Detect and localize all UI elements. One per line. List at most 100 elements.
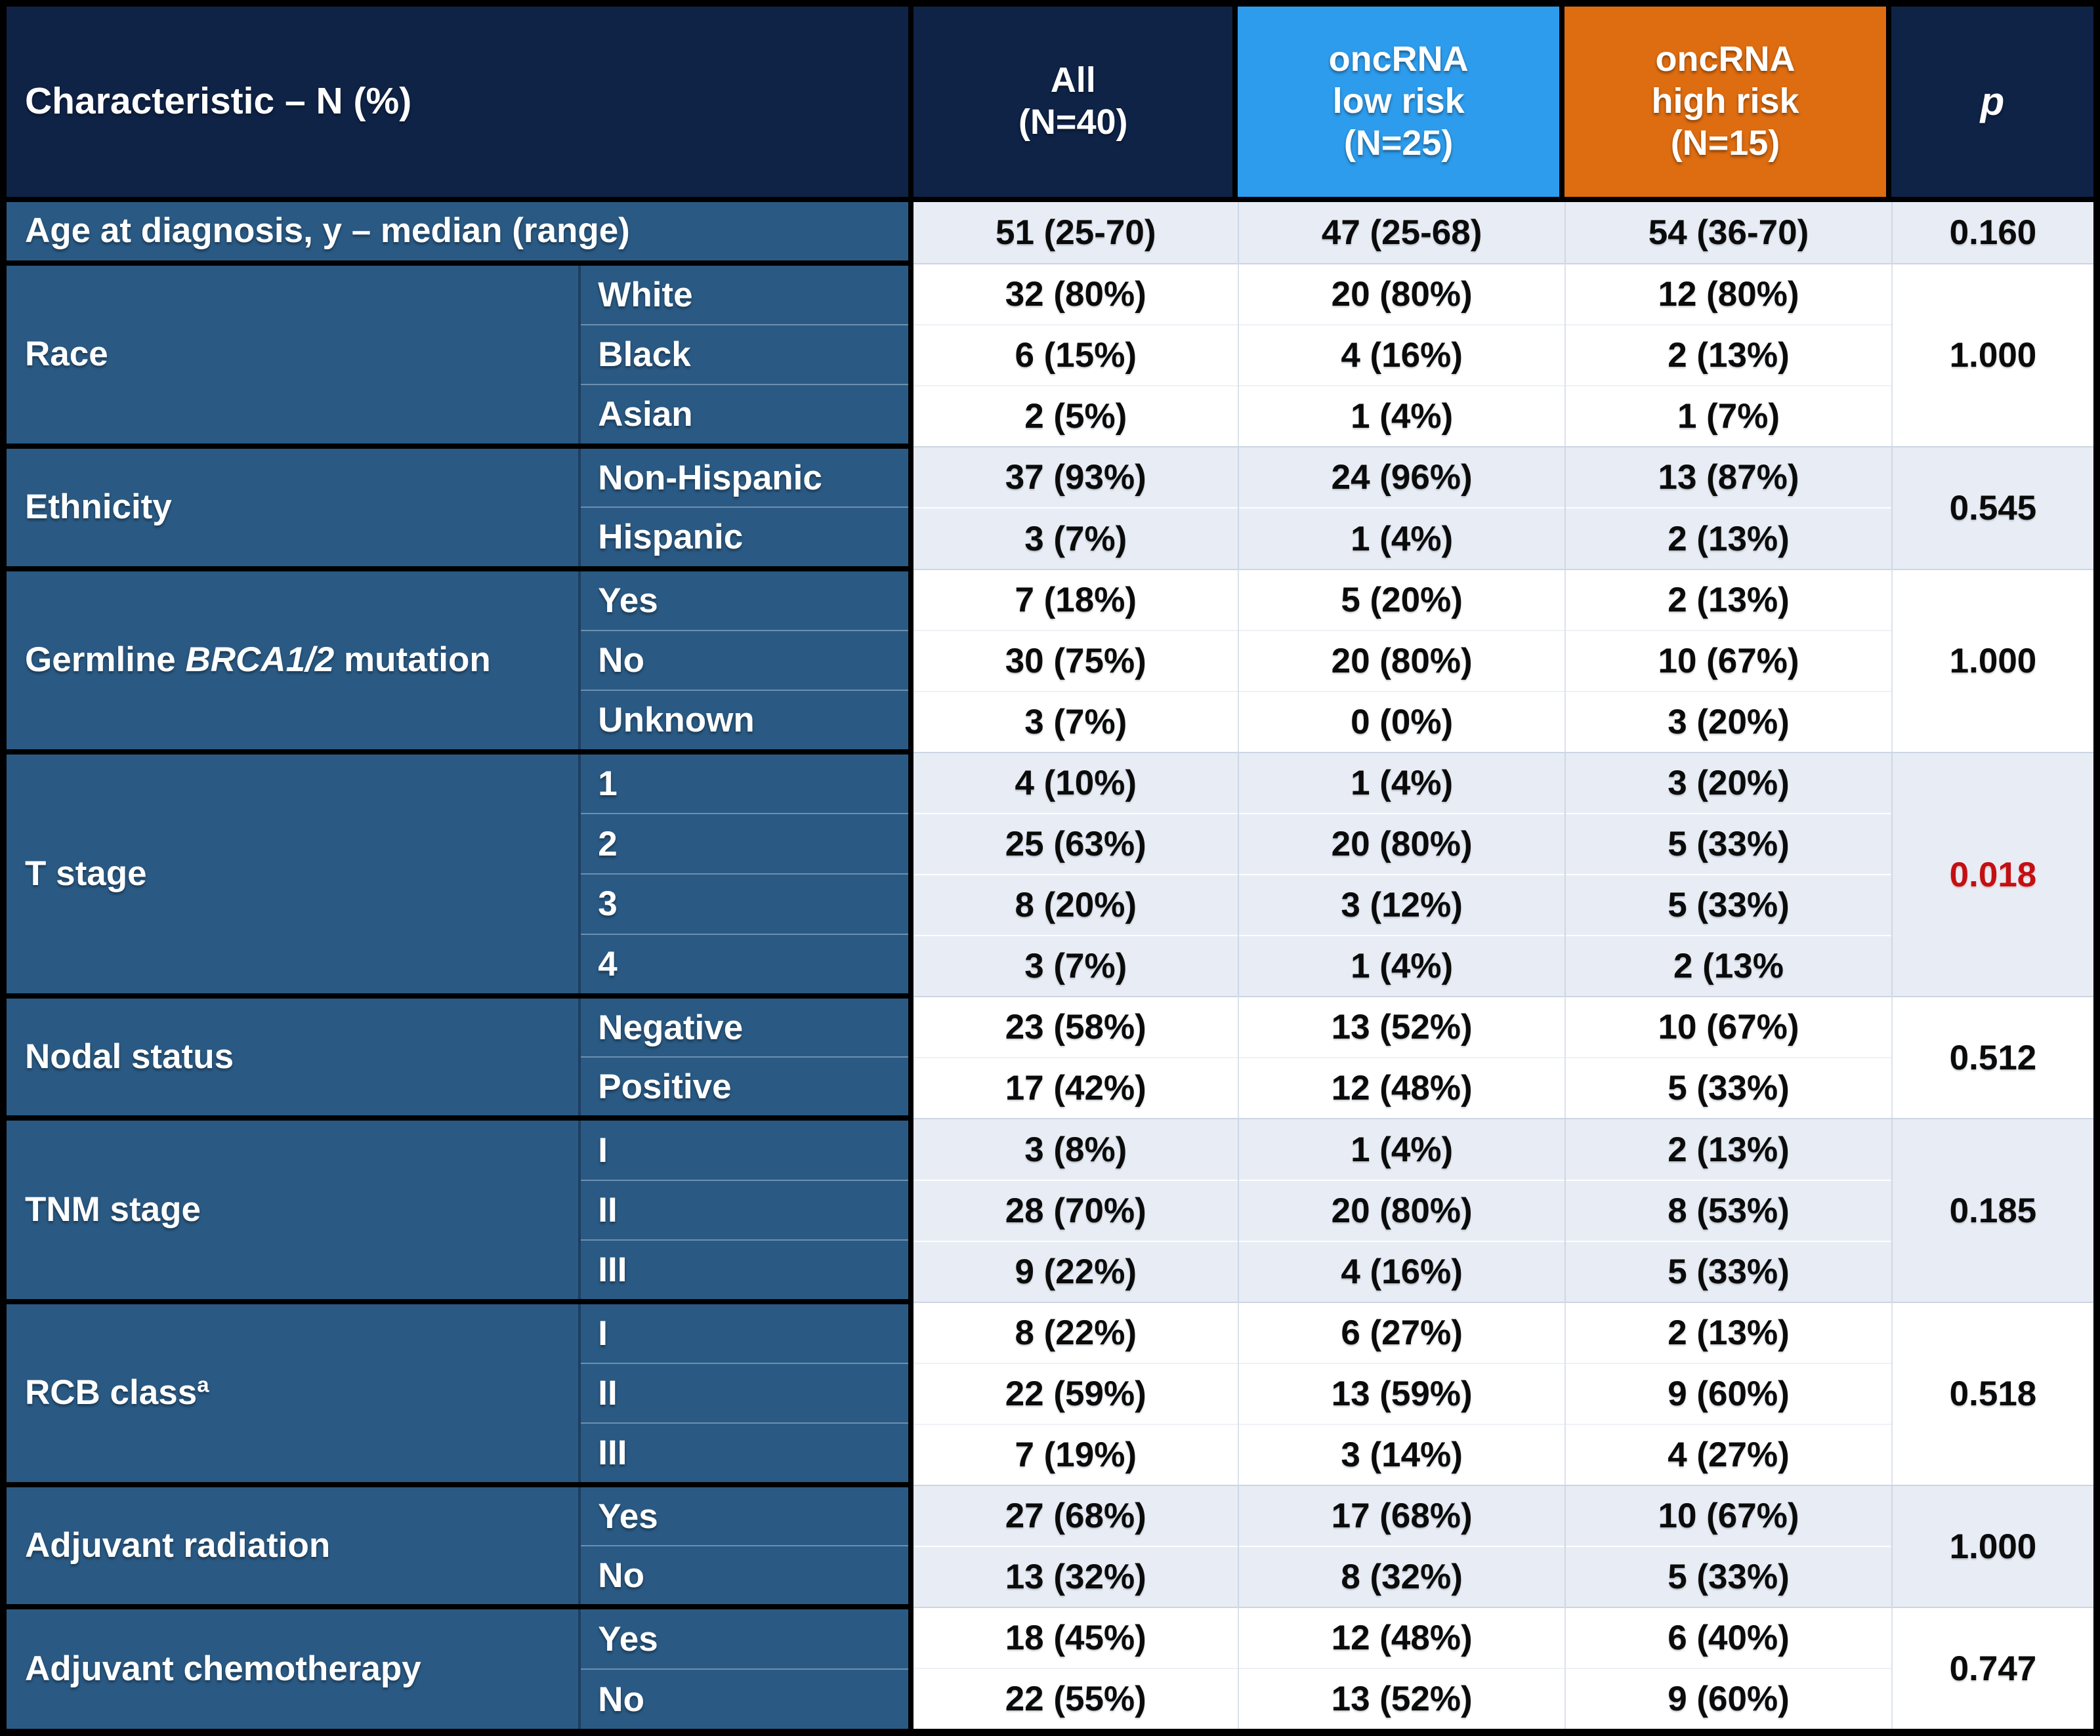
characteristic-cell: Adjuvant radiation Yes No xyxy=(7,1485,914,1607)
data-cell-high-risk: 6 (40%) xyxy=(1668,1619,1790,1658)
sub-label-column: White Black Asian xyxy=(581,266,909,444)
characteristic-cell: Race White Black Asian xyxy=(7,263,914,447)
label-part: mutation xyxy=(334,640,491,679)
data-column-all: 37 (93%) 3 (7%) xyxy=(914,446,1238,569)
sub-label: 2 xyxy=(581,813,909,873)
sub-label: No xyxy=(581,1668,909,1729)
characteristic-cell: T stage 1 2 3 4 xyxy=(7,751,914,997)
characteristic-cell: TNM stage I II III xyxy=(7,1118,914,1302)
sub-label: I xyxy=(598,1313,608,1353)
sub-label: Black xyxy=(581,324,909,384)
sub-label: White xyxy=(598,276,693,315)
data-column-high: 2 (13%) 9 (60%) 4 (27%) xyxy=(1564,1301,1891,1485)
data-cell-high-risk: 2 (13% xyxy=(1566,935,1891,996)
header-low-line: (N=25) xyxy=(1343,123,1454,163)
label-part: Adjuvant radiation xyxy=(25,1525,331,1565)
data-column-all: 8 (22%) 22 (59%) 7 (19%) xyxy=(914,1301,1238,1485)
sub-label: Positive xyxy=(581,1056,909,1115)
data-cell-high-risk: 8 (53%) xyxy=(1566,1179,1891,1241)
sub-label-column: Yes No xyxy=(581,1487,909,1604)
header-characteristic-cell: Characteristic – N (%) xyxy=(7,7,914,197)
header-low-risk-cell: oncRNA low risk (N=25) xyxy=(1238,7,1565,197)
header-all-line: All xyxy=(1050,60,1096,100)
label-part: BRCA1/2 xyxy=(185,640,335,679)
data-column-high: 12 (80%) 2 (13%) 1 (7%) xyxy=(1564,263,1891,447)
group-label: Adjuvant radiation xyxy=(7,1487,578,1604)
data-cell-all: 3 (7%) xyxy=(914,690,1238,752)
label-part: TNM stage xyxy=(25,1189,201,1229)
data-cell-all: 3 (7%) xyxy=(914,507,1238,568)
group-label-text: Adjuvant radiation xyxy=(25,1525,330,1567)
group-label: Ethnicity xyxy=(7,449,578,566)
label-part: T stage xyxy=(25,854,147,893)
data-cell-all: 8 (22%) xyxy=(1015,1313,1137,1352)
sub-label: Yes xyxy=(598,1497,658,1536)
data-cell-low-risk: 17 (68%) xyxy=(1331,1497,1473,1536)
data-column-all: 23 (58%) 17 (42%) xyxy=(914,996,1238,1119)
row-group-t-stage: T stage 1 2 3 4 4 (10%) 25 (63%) 8 (20%) 3 (7%) 1… xyxy=(7,751,2093,997)
sub-label: III xyxy=(581,1239,909,1299)
table-header: Characteristic – N (%) All (N=40) oncRNA l… xyxy=(7,7,2093,197)
data-cell-low-risk: 3 (12%) xyxy=(1239,874,1565,935)
data-column-all: 18 (45%) 22 (55%) xyxy=(914,1607,1238,1729)
data-cell-all: 2 (5%) xyxy=(914,385,1238,446)
data-column-high: 54 (36-70) xyxy=(1564,202,1891,264)
data-column-low: 24 (96%) 1 (4%) xyxy=(1238,446,1565,569)
data-cell-high-risk: 4 (27%) xyxy=(1566,1423,1891,1485)
data-cell-low-risk: 13 (52%) xyxy=(1331,1008,1473,1047)
characteristic-cell: RCB classa I II III xyxy=(7,1301,914,1485)
sub-label-column: Yes No xyxy=(581,1609,909,1729)
data-cell-low-risk: 1 (4%) xyxy=(1239,385,1565,446)
data-cell-low-risk: 1 (4%) xyxy=(1351,1130,1454,1169)
sub-label: Non-Hispanic xyxy=(598,458,822,497)
data-cell-all: 3 (7%) xyxy=(914,935,1238,996)
sub-label: 4 xyxy=(581,933,909,994)
group-label-text: TNM stage xyxy=(25,1189,201,1231)
data-cell-low-risk: 4 (16%) xyxy=(1239,324,1565,385)
data-cell-high-risk: 10 (67%) xyxy=(1658,1497,1799,1536)
label-part: Nodal status xyxy=(25,1037,234,1077)
data-cell-high-risk: 3 (20%) xyxy=(1566,690,1891,752)
data-cell-high-risk: 10 (67%) xyxy=(1566,629,1891,691)
data-cell-low-risk: 13 (59%) xyxy=(1239,1362,1565,1424)
sub-label: I xyxy=(598,1130,608,1170)
group-label: Adjuvant chemotherapy xyxy=(7,1609,578,1729)
p-value-cell: 0.518 xyxy=(1891,1301,2093,1485)
sub-label-column: Yes No Unknown xyxy=(581,571,909,749)
row-group-ethnicity: Ethnicity Non-Hispanic Hispanic 37 (93%) 3 (… xyxy=(7,446,2093,569)
sub-label: Unknown xyxy=(581,689,909,749)
data-cell-low-risk: 1 (4%) xyxy=(1351,763,1454,802)
p-value-cell: 1.000 xyxy=(1891,263,2093,447)
data-column-low: 5 (20%) 20 (80%) 0 (0%) xyxy=(1238,568,1565,752)
data-cell-low-risk: 6 (27%) xyxy=(1341,1313,1463,1352)
data-cell-high-risk: 54 (36-70) xyxy=(1648,213,1809,253)
footnote-marker: a xyxy=(197,1372,209,1397)
data-cell-high-risk: 5 (33%) xyxy=(1566,1240,1891,1302)
data-column-high: 10 (67%) 5 (33%) xyxy=(1564,1485,1891,1607)
header-low-line: oncRNA xyxy=(1328,39,1469,79)
data-cell-high-risk: 5 (33%) xyxy=(1566,1546,1891,1607)
label-sub-divider xyxy=(578,1609,581,1729)
p-value-cell: 1.000 xyxy=(1891,568,2093,752)
data-cell-all: 18 (45%) xyxy=(1005,1619,1146,1658)
row-group-adjuvant-chemotherapy: Adjuvant chemotherapy Yes No 18 (45%) 22 (55… xyxy=(7,1607,2093,1729)
characteristic-cell: Age at diagnosis, y – median (range) xyxy=(7,202,914,264)
data-cell-high-risk: 12 (80%) xyxy=(1658,275,1799,314)
group-label-text: Germline BRCA1/2 mutation xyxy=(25,639,491,682)
p-value-cell: 0.545 xyxy=(1891,446,2093,569)
label-part: Race xyxy=(25,335,108,374)
group-label: T stage xyxy=(7,754,578,993)
sub-label: Yes xyxy=(598,1619,658,1659)
sub-label: Yes xyxy=(598,581,658,620)
data-cell-all: 37 (93%) xyxy=(1005,458,1146,497)
data-cell-high-risk: 1 (7%) xyxy=(1566,385,1891,446)
data-column-high: 10 (67%) 5 (33%) xyxy=(1564,996,1891,1119)
data-cell-low-risk: 0 (0%) xyxy=(1239,690,1565,752)
data-cell-all: 7 (19%) xyxy=(914,1423,1238,1485)
p-value-cell: 0.747 xyxy=(1891,1607,2093,1729)
data-column-all: 3 (8%) 28 (70%) 9 (22%) xyxy=(914,1118,1238,1302)
sub-label-column: I II III xyxy=(581,1304,909,1482)
sub-label-column: Negative Positive xyxy=(581,999,909,1115)
